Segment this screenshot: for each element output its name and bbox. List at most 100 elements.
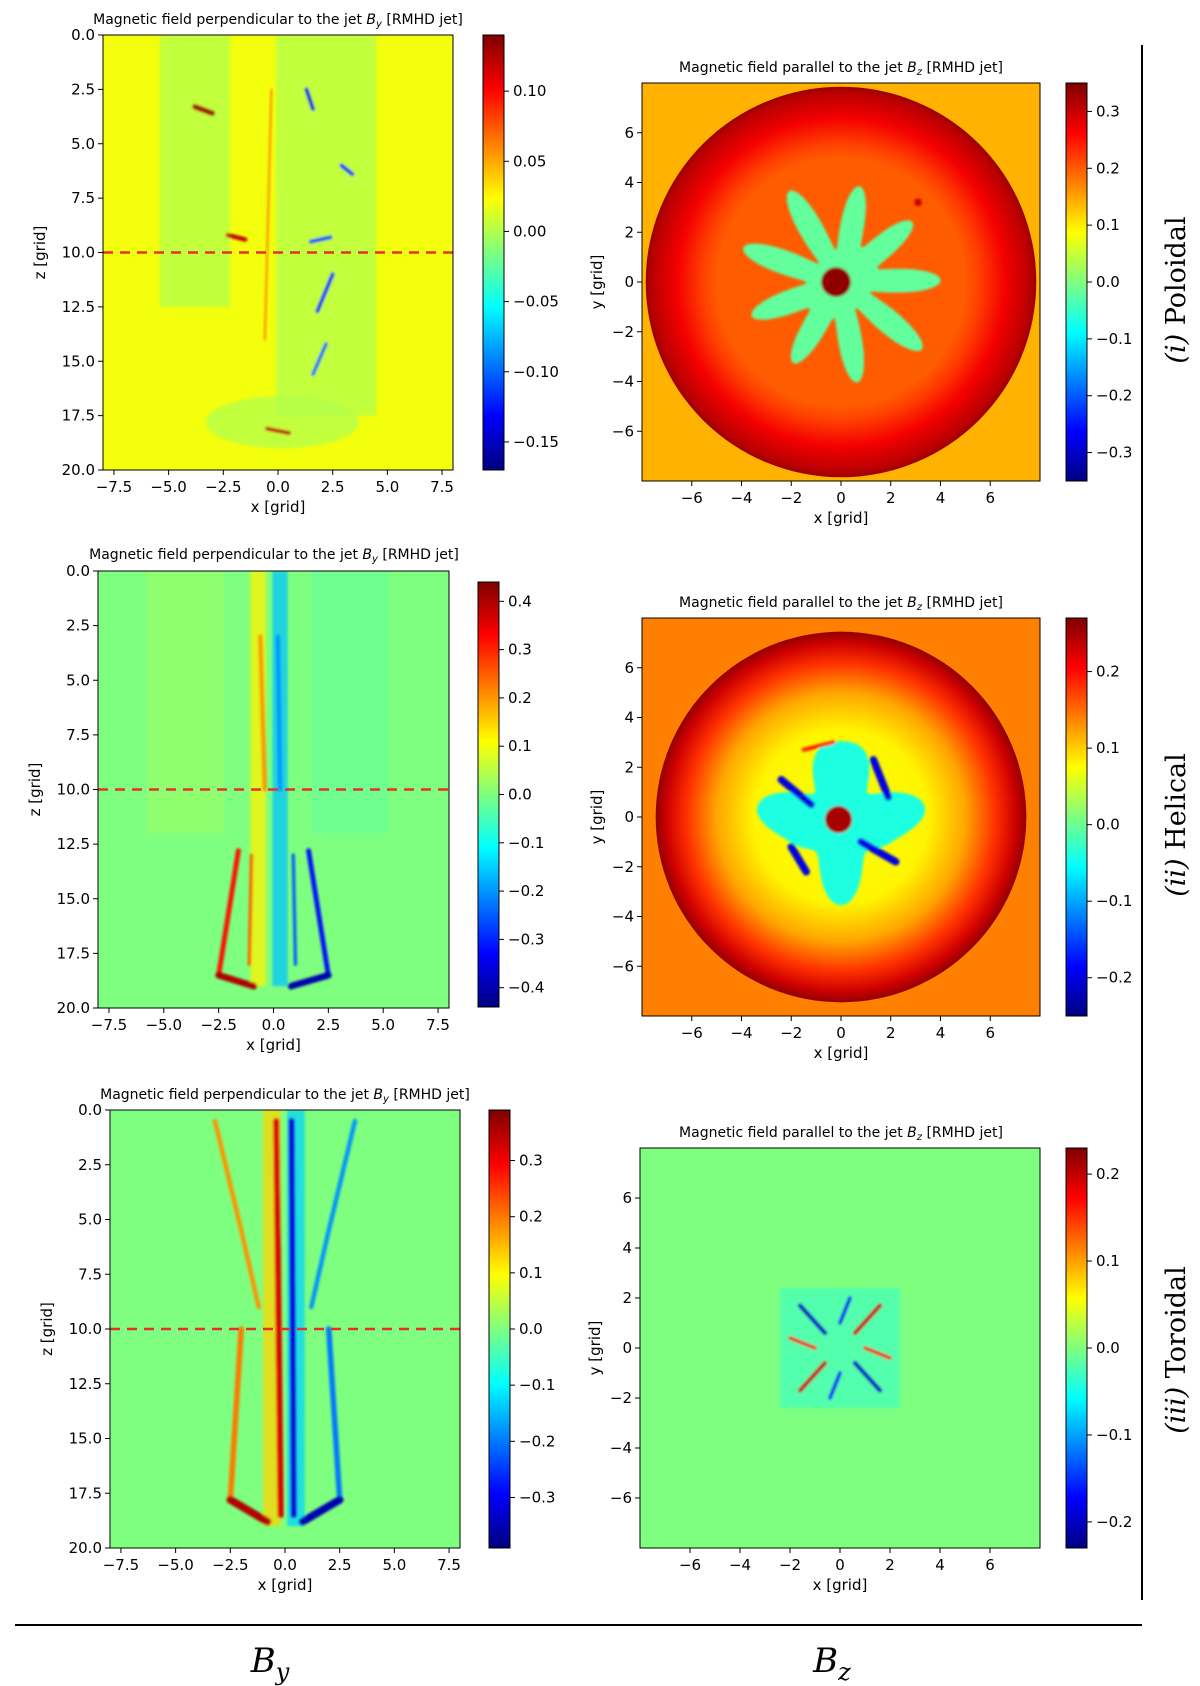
- bz-helical-ytick-label: −2: [612, 858, 634, 876]
- bz-poloidal-colorbar-tick-label: 0.3: [1096, 102, 1120, 120]
- by-helical-colorbar-tick-label: 0.4: [508, 592, 532, 610]
- by-helical-colorbar-tick-label: 0.1: [508, 737, 532, 755]
- by-toroidal-colorbar-tick-label: 0.0: [519, 1320, 543, 1338]
- bz-helical-feature-4: [787, 843, 810, 876]
- bz-helical-colorbar-tick-label: −0.2: [1096, 969, 1132, 987]
- by-helical-ytick-label: 5.0: [66, 671, 90, 689]
- by-poloidal-ylabel: z [grid]: [31, 226, 49, 280]
- chart-bz-poloidal: Magnetic field parallel to the jet Bz [R…: [588, 60, 1132, 527]
- by-poloidal-xtick-label: −7.5: [96, 478, 132, 496]
- by-poloidal-ytick-label: 5.0: [71, 135, 95, 153]
- bz-toroidal-colorbar-tick-label: 0.2: [1096, 1165, 1120, 1183]
- bz-helical-colorbar-tick-label: 0.1: [1096, 739, 1120, 757]
- by-helical-ytick-label: 7.5: [66, 726, 90, 744]
- by-toroidal-xtick-label: −5.0: [157, 1556, 193, 1574]
- by-poloidal-feature-10: [265, 426, 291, 435]
- bz-helical-xtick-label: 6: [985, 1024, 995, 1042]
- by-toroidal-feature-9: [309, 1228, 331, 1310]
- by-helical-feature-8: [247, 853, 254, 966]
- bz-helical-colorbar-tick-label: 0.0: [1096, 816, 1120, 834]
- by-toroidal-feature-2: [273, 1117, 284, 1519]
- by-toroidal-ytick-label: 2.5: [78, 1156, 102, 1174]
- by-poloidal-colorbar-tick-label: −0.15: [513, 433, 559, 451]
- by-helical-colorbar-tick-label: −0.2: [508, 882, 544, 900]
- by-poloidal-ytick-label: 15.0: [62, 352, 95, 370]
- bz-poloidal-xtick-label: 0: [836, 489, 846, 507]
- by-poloidal-ytick-label: 0.0: [71, 26, 95, 44]
- by-poloidal-ytick-label: 17.5: [62, 407, 95, 425]
- by-poloidal-ytick-label: 2.5: [71, 80, 95, 98]
- bz-poloidal-xtick-label: 6: [985, 489, 995, 507]
- by-helical-ytick-label: 17.5: [57, 944, 90, 962]
- bz-poloidal-ytick-label: −2: [612, 323, 634, 341]
- bz-toroidal-feature-3: [797, 1360, 828, 1393]
- by-poloidal-xtick-label: −5.0: [150, 478, 186, 496]
- by-toroidal-colorbar-tick-label: −0.3: [519, 1488, 555, 1506]
- by-poloidal-title: Magnetic field perpendicular to the jet …: [93, 12, 463, 30]
- bz-poloidal-colorbar-tick-label: 0.0: [1096, 273, 1120, 291]
- bz-toroidal-feature-8: [828, 1371, 842, 1400]
- bz-helical-colorbar-tick-label: −0.1: [1096, 892, 1132, 910]
- bz-toroidal-xtick-label: 0: [835, 1556, 845, 1574]
- bz-helical-xtick-label: 0: [836, 1024, 846, 1042]
- by-poloidal-xtick-label: 0.0: [266, 478, 290, 496]
- by-helical-colorbar-tick-label: 0.2: [508, 689, 532, 707]
- by-poloidal-feature-7: [308, 235, 333, 244]
- bz-toroidal-xtick-label: 6: [985, 1556, 995, 1574]
- by-helical-ytick-label: 12.5: [57, 835, 90, 853]
- by-toroidal-colorbar-tick-label: −0.1: [519, 1376, 555, 1394]
- bz-toroidal-xtick-label: 4: [935, 1556, 945, 1574]
- by-toroidal-feature-4: [212, 1118, 244, 1233]
- by-poloidal-feature-3: [192, 104, 216, 117]
- by-poloidal-feature-11: [263, 88, 273, 341]
- bz-toroidal-xtick-label: −4: [729, 1556, 751, 1574]
- bz-poloidal-colorbar-tick-label: −0.3: [1096, 444, 1132, 462]
- bz-poloidal-ytick-label: 4: [624, 174, 634, 192]
- by-toroidal-ytick-label: 7.5: [78, 1265, 102, 1283]
- bz-toroidal-colorbar-tick-label: −0.2: [1096, 1513, 1132, 1531]
- by-toroidal-feature-10: [326, 1326, 343, 1503]
- bz-toroidal-ytick-label: 0: [622, 1339, 632, 1357]
- by-poloidal-feature-1: [275, 35, 377, 416]
- by-poloidal-feature-2: [205, 396, 359, 449]
- by-poloidal-feature-6: [225, 232, 248, 242]
- row-label-helical: (ii) Helical: [1161, 753, 1192, 897]
- bz-helical-xtick-label: 4: [936, 1024, 946, 1042]
- bz-poloidal-xtick-label: −4: [730, 489, 752, 507]
- chart-by-helical: Magnetic field perpendicular to the jet …: [26, 547, 544, 1054]
- bz-helical-xtick-label: −6: [681, 1024, 703, 1042]
- by-poloidal-xlabel: x [grid]: [251, 498, 306, 516]
- by-helical-feature-6: [216, 848, 241, 978]
- bz-toroidal-feature-4: [852, 1360, 883, 1393]
- bz-poloidal-colorbar-tick-label: 0.2: [1096, 159, 1120, 177]
- by-poloidal-ytick-label: 12.5: [62, 298, 95, 316]
- by-poloidal-feature-5: [339, 163, 355, 177]
- by-helical-xtick-label: 2.5: [316, 1016, 340, 1034]
- bz-poloidal-colorbar-tick-label: −0.1: [1096, 330, 1132, 348]
- by-toroidal-feature-3: [288, 1117, 297, 1519]
- chart-bz-toroidal: Magnetic field parallel to the jet Bz [R…: [586, 1125, 1132, 1594]
- bz-poloidal-xtick-label: −2: [780, 489, 802, 507]
- bz-toroidal-ylabel: y [grid]: [586, 1321, 604, 1376]
- bz-toroidal-colorbar: [1065, 1147, 1088, 1549]
- bz-helical-title: Magnetic field parallel to the jet Bz [R…: [679, 595, 1003, 613]
- by-helical-colorbar-tick-label: 0.3: [508, 641, 532, 659]
- by-toroidal-xtick-label: −2.5: [212, 1556, 248, 1574]
- bz-helical-ytick-label: −4: [612, 908, 634, 926]
- by-helical-xtick-label: 7.5: [426, 1016, 450, 1034]
- by-toroidal-feature-6: [227, 1326, 244, 1503]
- bz-toroidal-ytick-label: 2: [622, 1289, 632, 1307]
- by-toroidal-xtick-label: 5.0: [382, 1556, 406, 1574]
- row-label-toroidal: (iii) Toroidal: [1161, 1266, 1192, 1434]
- bz-toroidal-ytick-label: −4: [610, 1439, 632, 1457]
- bz-helical-xtick-label: 2: [886, 1024, 896, 1042]
- bz-poloidal-ytick-label: −6: [612, 422, 634, 440]
- bz-helical-ytick-label: 6: [624, 659, 634, 677]
- by-helical-ylabel: z [grid]: [26, 763, 44, 817]
- bz-poloidal-ytick-label: −4: [612, 373, 634, 391]
- by-helical-feature-0: [147, 571, 225, 834]
- by-toroidal-ytick-label: 15.0: [69, 1430, 102, 1448]
- bz-helical-ytick-label: 2: [624, 758, 634, 776]
- bz-poloidal-xlabel: x [grid]: [814, 509, 869, 527]
